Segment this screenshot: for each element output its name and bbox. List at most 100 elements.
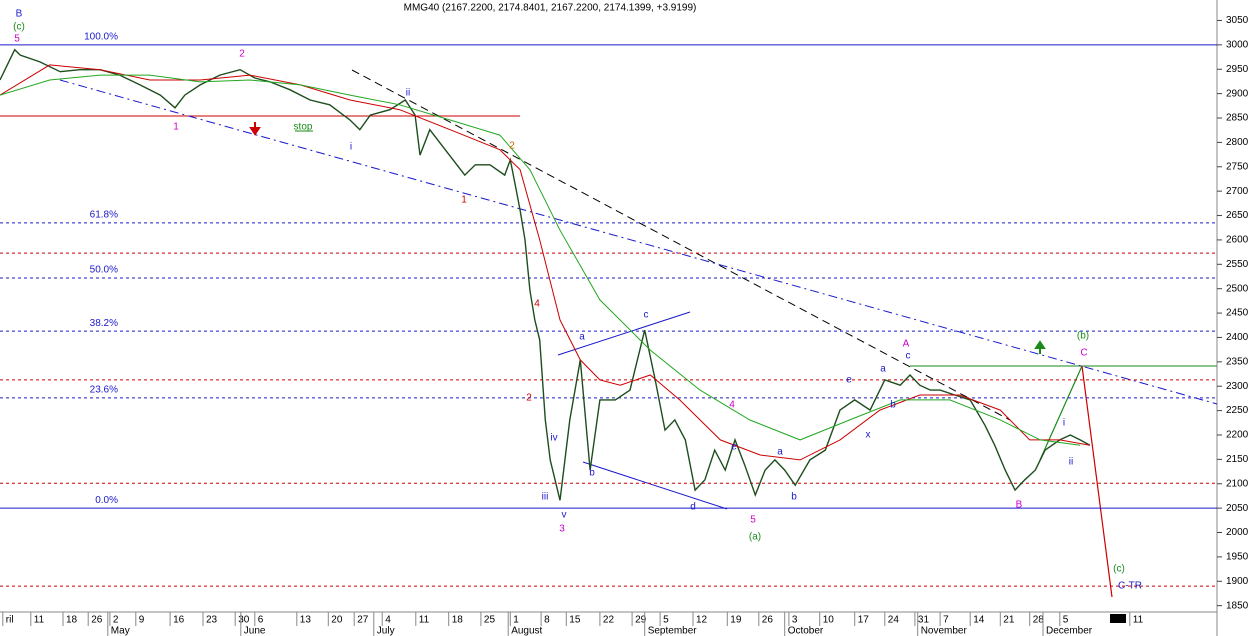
y-tick-label: 1850 [1226, 600, 1249, 611]
x-tick-label: 23 [206, 615, 218, 626]
wave-label: 1 [461, 195, 467, 206]
wave-label: 4 [729, 400, 735, 411]
x-tick-label: 1 [513, 615, 519, 626]
month-label: September [648, 626, 698, 636]
y-tick-label: 2500 [1226, 283, 1249, 294]
month-label: November [921, 626, 968, 636]
x-tick-label: 24 [888, 615, 900, 626]
wave-label: i [1063, 418, 1065, 429]
x-tick-label: 11 [34, 615, 45, 626]
trend-line [351, 69, 1011, 421]
x-tick-label: 17 [858, 615, 870, 626]
wave-label: c [644, 310, 649, 321]
x-tick-label: 13 [300, 615, 312, 626]
wave-label: A [903, 339, 910, 350]
x-tick-label: 5 [663, 615, 669, 626]
month-label: October [788, 626, 824, 636]
wave-label: b [791, 492, 797, 503]
y-tick-label: 2100 [1226, 478, 1249, 489]
month-label: June [244, 626, 266, 636]
x-tick-label: 4 [385, 615, 391, 626]
wave-label: a [579, 332, 585, 343]
wave-label: iii [542, 492, 549, 503]
y-tick-label: 2250 [1226, 405, 1249, 416]
fib-label: 38.2% [90, 318, 118, 329]
wave-label: x [866, 430, 871, 441]
wave-label: (a) [749, 532, 761, 543]
wave-label: 2 [509, 141, 515, 152]
wave-label: 2 [239, 49, 245, 60]
wave-label: e [846, 375, 852, 386]
x-tick-label: 5 [1063, 615, 1069, 626]
x-tick-label: 22 [603, 615, 615, 626]
y-tick-label: 2700 [1226, 186, 1249, 197]
trend-line [59, 79, 1218, 405]
wave-label: e [731, 442, 737, 453]
chart-title: MMG40 (2167.2200, 2174.8401, 2167.2200, … [404, 3, 697, 14]
x-tick-label: 6 [258, 615, 264, 626]
wave-label: 1 [173, 122, 179, 133]
y-tick-label: 2150 [1226, 454, 1249, 465]
wave-label: ii [406, 88, 410, 99]
wave-label: 5 [750, 515, 756, 526]
wave-label: b [890, 400, 896, 411]
cursor-marker [1110, 614, 1126, 623]
x-tick-label: 12 [696, 615, 708, 626]
x-tick-label: 20 [331, 615, 343, 626]
wave-label: iv [550, 433, 557, 444]
fib-label: 100.0% [84, 32, 118, 43]
wave-label: 2 [526, 393, 532, 404]
wave-label: b [589, 468, 595, 479]
x-tick-label: 3 [792, 615, 798, 626]
x-tick-label: 26 [91, 615, 103, 626]
month-label: December [1046, 626, 1093, 636]
wave-label: 5 [14, 34, 20, 45]
x-tick-label: 15 [569, 615, 581, 626]
y-tick-label: 2000 [1226, 527, 1249, 538]
wave-label: stop [294, 122, 313, 133]
x-tick-label: 11 [419, 615, 430, 626]
wave-line [1039, 365, 1083, 461]
wave-label: d [690, 502, 696, 513]
x-tick-label: 14 [973, 615, 985, 626]
x-tick-label: 7 [943, 615, 949, 626]
x-tick-label: 31 [918, 615, 930, 626]
fib-label: 0.0% [95, 495, 118, 506]
month-label: July [377, 626, 395, 636]
y-tick-label: 1900 [1226, 576, 1249, 587]
y-tick-label: 2650 [1226, 210, 1249, 221]
y-tick-label: 2800 [1226, 137, 1249, 148]
wave-label: i [350, 142, 352, 153]
x-tick-label: 10 [823, 615, 835, 626]
x-tick-label: 30 [238, 615, 250, 626]
y-tick-label: 2900 [1226, 88, 1249, 99]
fib-label: 23.6% [90, 385, 118, 396]
y-tick-label: 2600 [1226, 235, 1249, 246]
moving-average [0, 74, 1081, 446]
wave-label: ii [1069, 457, 1073, 468]
y-tick-label: 2550 [1226, 259, 1249, 270]
wave-label: B [1016, 500, 1023, 511]
y-tick-label: 2350 [1226, 356, 1249, 367]
fib-label: 50.0% [90, 265, 118, 276]
wave-label: 3 [559, 524, 565, 535]
x-tick-label: 16 [173, 615, 185, 626]
x-tick-label: ril [6, 615, 14, 626]
y-tick-label: 2450 [1226, 308, 1249, 319]
x-tick-label: 21 [1003, 615, 1015, 626]
x-tick-label: 25 [484, 615, 496, 626]
x-tick-label: 8 [544, 615, 550, 626]
wave-label: (c) [13, 22, 25, 33]
channel-line [582, 461, 728, 510]
y-tick-label: 1950 [1226, 552, 1249, 563]
wave-label: C [1080, 348, 1087, 359]
x-tick-label: 2 [113, 615, 119, 626]
projection-line [1081, 365, 1113, 598]
month-label: May [111, 626, 130, 636]
y-tick-label: 2400 [1226, 332, 1249, 343]
wave-label: a [777, 447, 783, 458]
y-tick-label: 2300 [1226, 381, 1249, 392]
wave-label: v [562, 510, 567, 521]
x-tick-label: 26 [762, 615, 774, 626]
